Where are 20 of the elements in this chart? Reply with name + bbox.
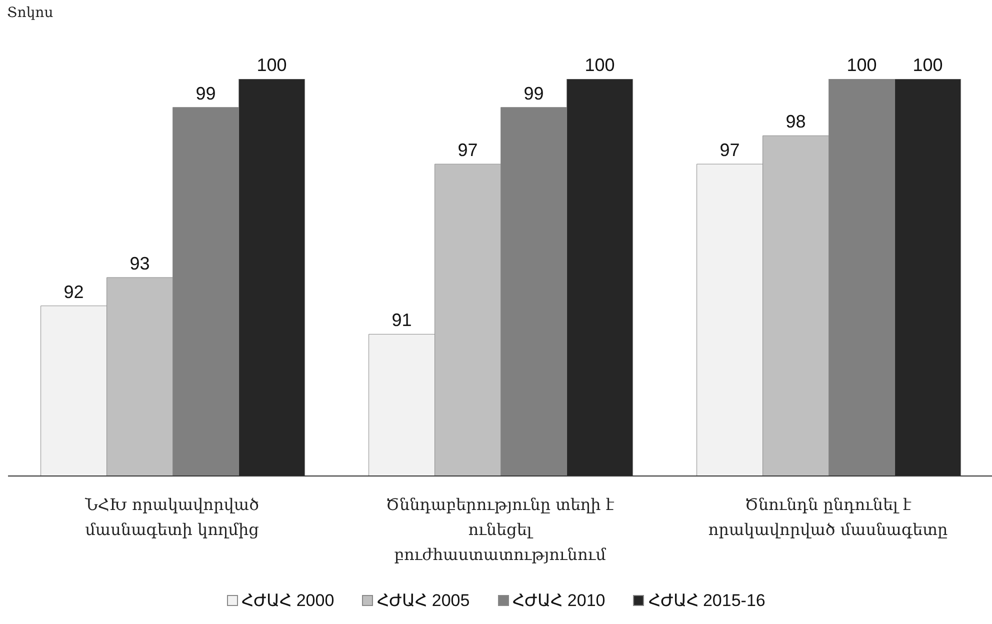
data-label: 97 — [458, 140, 478, 160]
data-label: 100 — [912, 55, 943, 75]
data-label: 100 — [256, 55, 287, 75]
data-label: 100 — [584, 55, 615, 75]
data-label: 97 — [720, 140, 740, 160]
legend-label: ՀԺԱՀ 2000 — [240, 590, 334, 611]
data-label: 92 — [64, 282, 84, 302]
legend-label: ՀԺԱՀ 2010 — [512, 590, 606, 611]
legend-label: ՀԺԱՀ 2005 — [376, 590, 470, 611]
data-label: 91 — [392, 310, 412, 330]
x-tick-label: Ծնունդն ընդունել է որակավորված մասնագետը — [708, 495, 948, 539]
data-label: 100 — [846, 55, 877, 75]
x-tick-label: ՆՀԽ որակավորված մասնագետի կողմից — [84, 495, 259, 539]
data-label: 99 — [524, 83, 544, 104]
data-label: 93 — [130, 254, 150, 274]
data-label: 98 — [786, 112, 806, 132]
data-label: 99 — [196, 83, 216, 104]
legend-label: ՀԺԱՀ 2015-16 — [647, 590, 766, 611]
y-axis-title: Տոկոս — [7, 5, 54, 21]
x-tick-label: Ծննդաբերությունը տեղի է ունեցել բուժհաստատությունում — [386, 495, 615, 564]
